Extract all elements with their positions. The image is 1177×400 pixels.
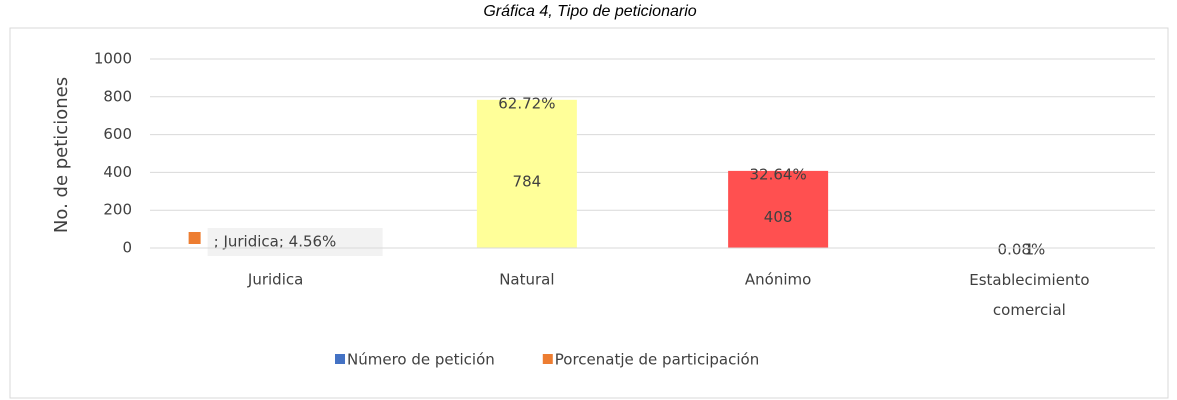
data-label: 784 xyxy=(513,172,542,190)
data-label: ; Juridica; 4.56% xyxy=(214,233,337,251)
y-tick-label: 400 xyxy=(103,163,132,181)
y-axis-label: No. de peticiones xyxy=(51,77,72,233)
y-tick-label: 600 xyxy=(103,125,132,143)
data-label: 1 xyxy=(1025,241,1035,259)
legend-swatch xyxy=(542,354,553,364)
data-label: 408 xyxy=(764,208,793,226)
y-tick-label: 200 xyxy=(103,201,132,219)
callout-marker xyxy=(188,232,201,244)
x-tick-label: Establecimiento comercial xyxy=(969,271,1089,319)
chart-border xyxy=(9,27,1169,399)
data-label: 0.08% xyxy=(998,241,1046,259)
y-tick-label: 0 xyxy=(122,239,132,257)
bar xyxy=(477,236,577,248)
x-tick-label: Juridica xyxy=(247,271,303,289)
legend-label: Número de petición xyxy=(347,351,495,369)
bar xyxy=(476,99,577,248)
bar xyxy=(728,170,829,248)
data-label: 32.64% xyxy=(750,165,807,183)
legend-swatch xyxy=(335,354,345,364)
legend-label: Porcenatje de participación xyxy=(555,351,759,369)
x-tick-label: Anónimo xyxy=(745,271,811,289)
bar xyxy=(728,242,828,248)
y-tick-label: 800 xyxy=(103,87,132,105)
chart-title: Gráfica 4, Tipo de peticionario xyxy=(483,3,696,20)
callout-box xyxy=(207,228,383,256)
data-label: 62.72% xyxy=(498,94,555,112)
y-tick-label: 1000 xyxy=(94,50,132,68)
x-tick-label: Natural xyxy=(499,271,554,289)
